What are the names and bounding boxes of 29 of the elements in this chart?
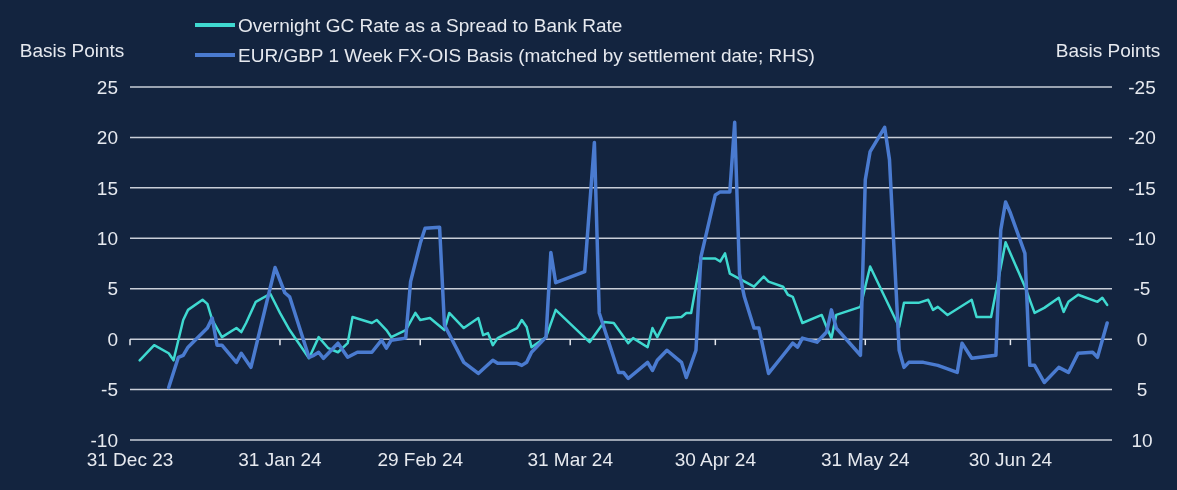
y-tick-label: 15 <box>96 177 118 199</box>
y-tick-label: 20 <box>96 127 118 149</box>
y-tick-label: 5 <box>107 278 118 300</box>
y2-tick-label: -5 <box>1133 278 1151 300</box>
legend-label: EUR/GBP 1 Week FX-OIS Basis (matched by settlement date; RHS) <box>238 44 815 66</box>
y2-axis-title: Basis Points <box>1055 40 1161 61</box>
y-tick-label: 10 <box>96 227 118 249</box>
y-tick-label: -5 <box>101 379 118 401</box>
y-axis-title: Basis Points <box>19 40 125 61</box>
y-tick-label: -10 <box>90 429 118 451</box>
y2-tick-label: -25 <box>1128 76 1156 98</box>
x-tick-label: 31 May 24 <box>820 449 911 470</box>
line-series <box>166 120 1109 390</box>
x-tick-label: 31 Mar 24 <box>527 449 614 470</box>
y2-tick-label: 10 <box>1131 429 1153 451</box>
x-tick-label: 31 Jan 24 <box>238 449 323 470</box>
y-tick-label: 25 <box>96 76 118 98</box>
x-tick-label: 30 Jun 24 <box>968 449 1053 470</box>
y2-tick-label: -15 <box>1128 177 1156 199</box>
legend-label: Overnight GC Rate as a Spread to Bank Rate <box>238 14 623 36</box>
x-tick-label: 31 Dec 23 <box>86 449 174 470</box>
x-tick-label: 30 Apr 24 <box>674 449 757 470</box>
y2-tick-label: 5 <box>1136 379 1148 401</box>
line-series <box>138 241 1109 362</box>
y2-tick-label: -10 <box>1128 227 1156 249</box>
y-tick-label: 0 <box>107 328 118 350</box>
y2-tick-label: 0 <box>1136 328 1148 350</box>
y2-tick-label: -20 <box>1128 127 1156 149</box>
x-tick-label: 29 Feb 24 <box>377 449 464 470</box>
